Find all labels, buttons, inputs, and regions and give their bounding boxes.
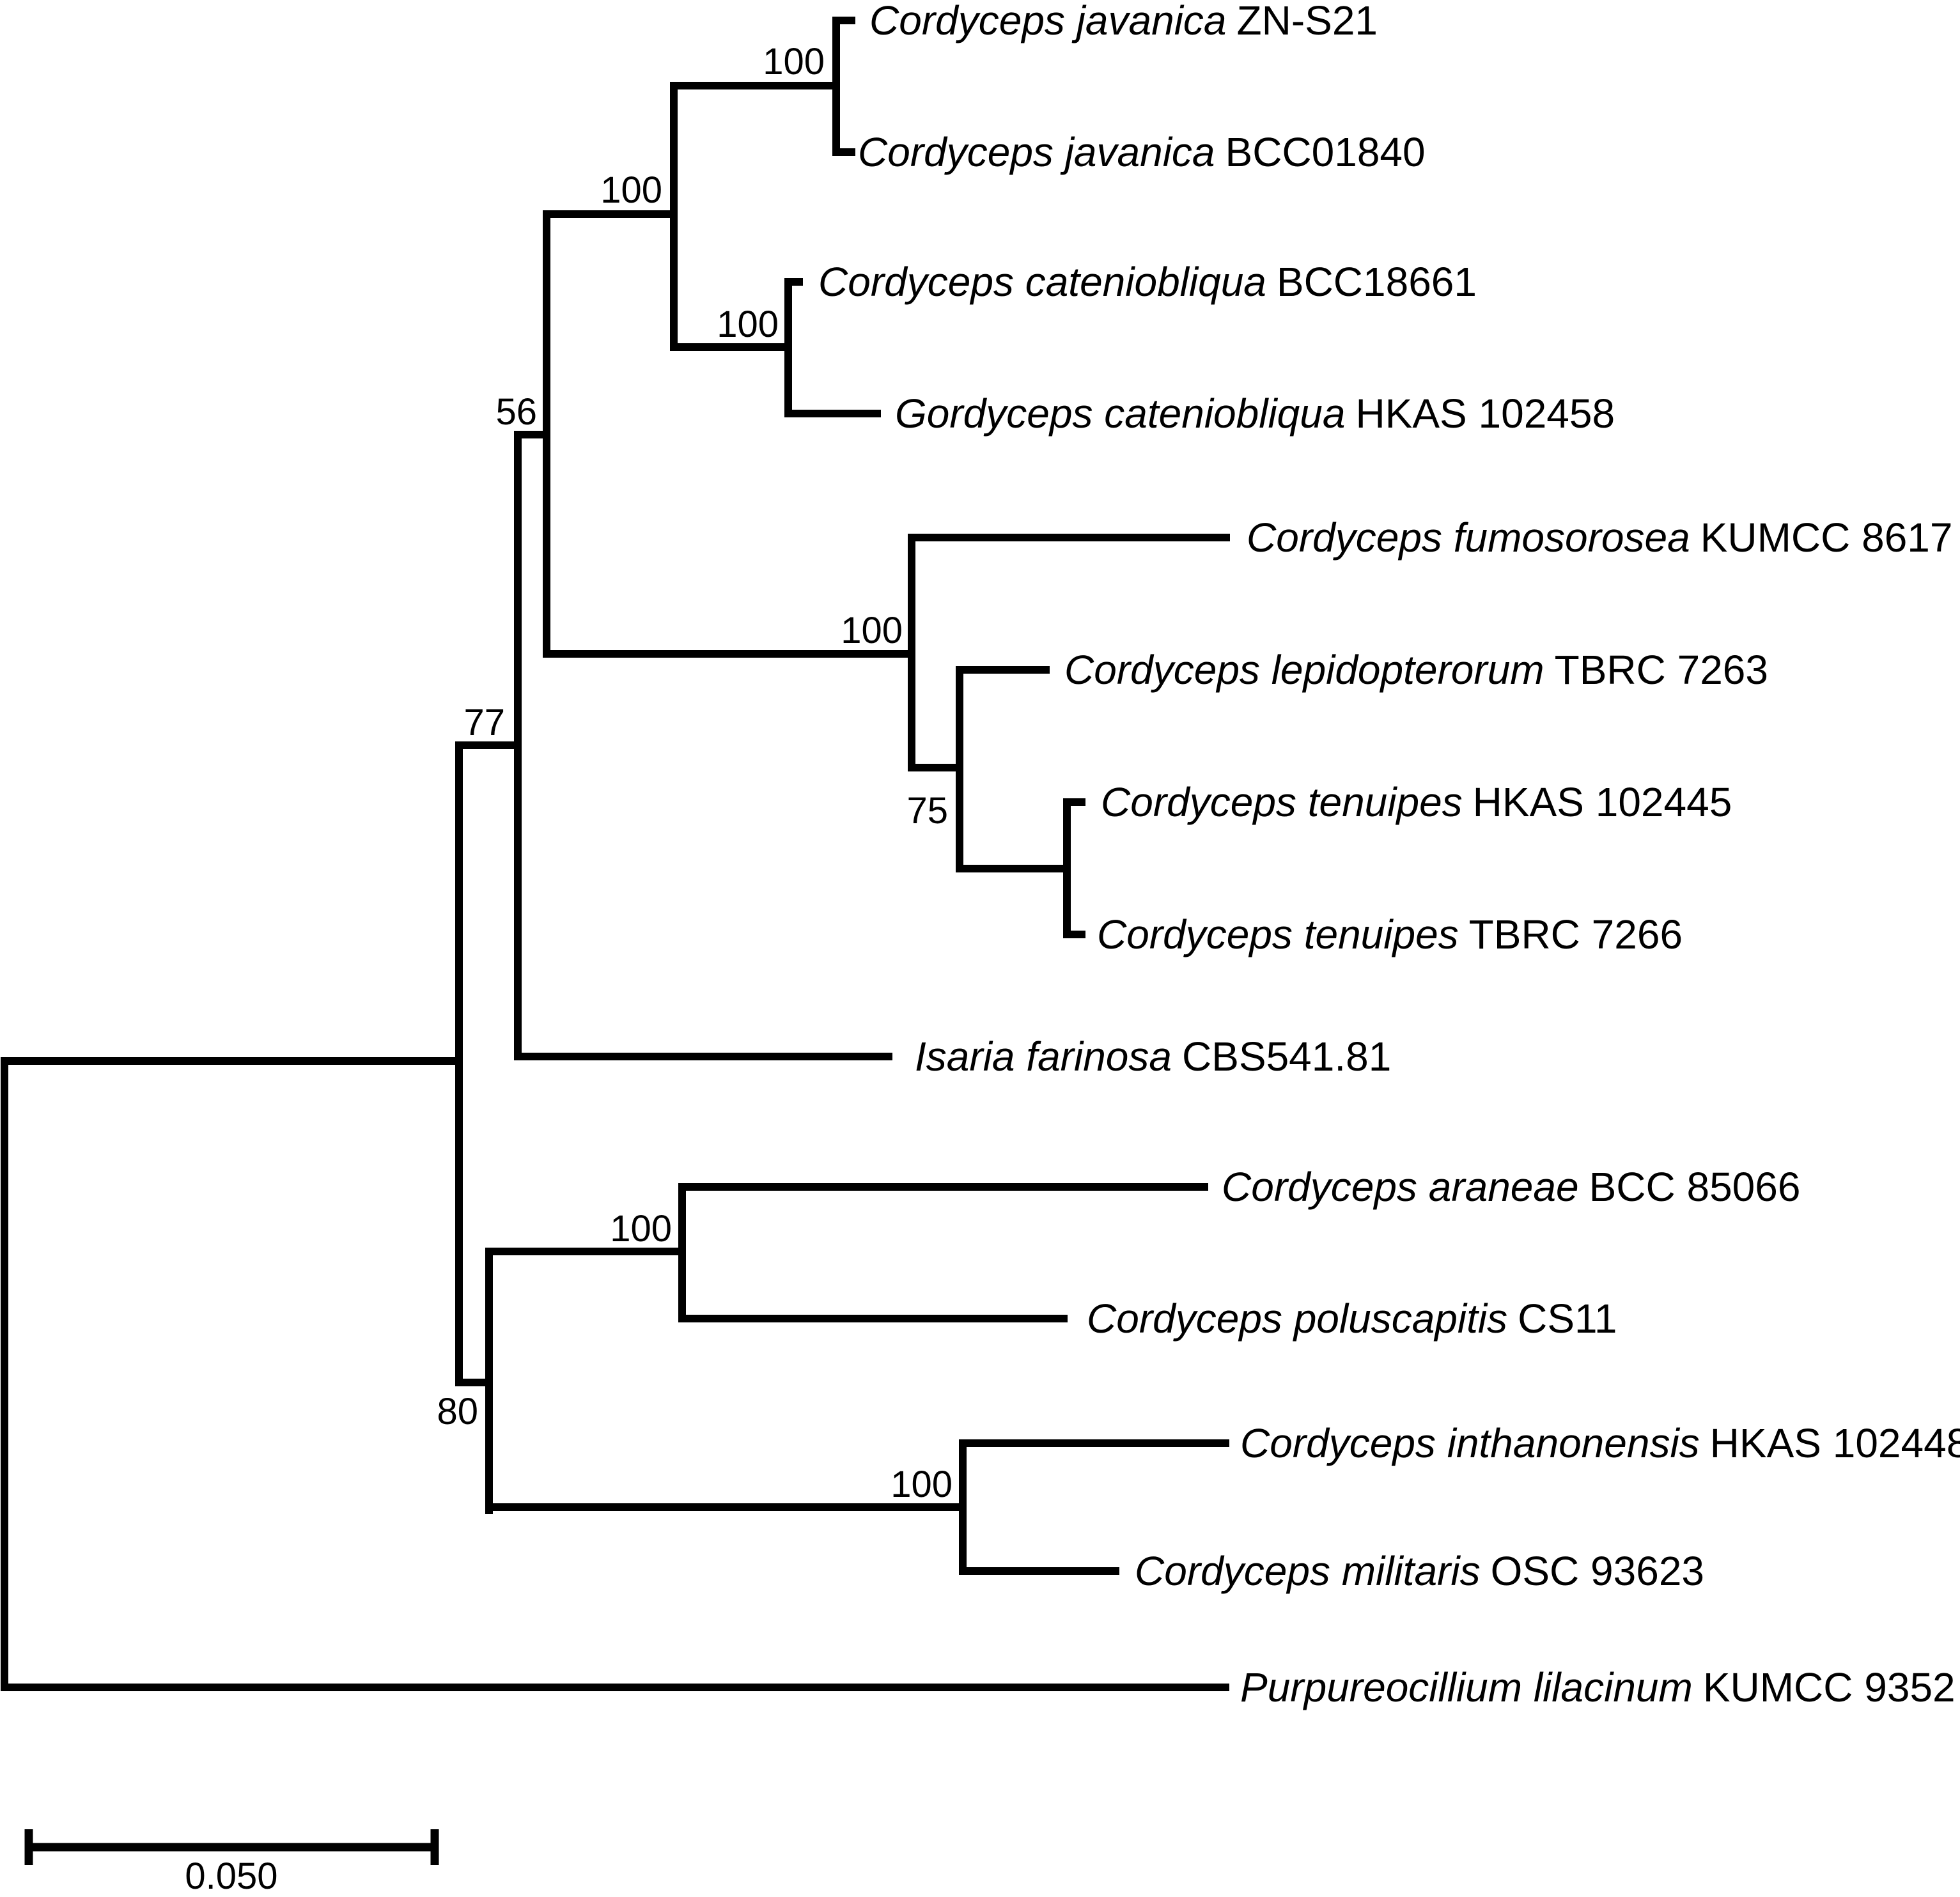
strain-code: ZN-S21 bbox=[1237, 0, 1378, 43]
species-name: Cordyceps tenuipes bbox=[1101, 779, 1463, 825]
tree-branches bbox=[1, 17, 1230, 1691]
bootstrap-value: 100 bbox=[841, 610, 903, 651]
strain-code: KUMCC 8617 bbox=[1700, 515, 1953, 561]
strain-code: BCC18661 bbox=[1277, 259, 1477, 305]
bootstrap-value: 100 bbox=[600, 169, 662, 211]
taxon-label: Cordyceps araneae BCC 85066 bbox=[1222, 1164, 1800, 1210]
bootstrap-value: 75 bbox=[906, 790, 948, 832]
bootstrap-value: 100 bbox=[717, 304, 779, 345]
species-name: Gordyceps cateniobliqua bbox=[895, 391, 1345, 437]
bootstrap-values: 100 100 100 56 100 77 75 80 100 100 bbox=[437, 41, 953, 1505]
species-name: Cordyceps javanica bbox=[858, 129, 1215, 175]
scale-bar-label: 0.050 bbox=[185, 1855, 277, 1897]
species-name: Cordyceps inthanonensis bbox=[1240, 1420, 1700, 1466]
bootstrap-value: 56 bbox=[495, 391, 537, 433]
scale-bar: 0.050 bbox=[24, 1829, 439, 1897]
taxon-label: Cordyceps javanica ZN-S21 bbox=[869, 0, 1378, 43]
taxon-label: Cordyceps poluscapitis CS11 bbox=[1087, 1296, 1617, 1342]
taxon-label: Gordyceps cateniobliqua HKAS 102458 bbox=[895, 391, 1615, 437]
taxon-label: Purpureocillium lilacinum KUMCC 9352 bbox=[1240, 1664, 1956, 1710]
species-name: Purpureocillium lilacinum bbox=[1240, 1664, 1693, 1710]
taxon-label: Cordyceps cateniobliqua BCC18661 bbox=[818, 259, 1477, 305]
strain-code: BCC01840 bbox=[1225, 129, 1426, 175]
taxon-label: Isaria farinosa CBS541.81 bbox=[915, 1034, 1391, 1080]
bootstrap-value: 100 bbox=[610, 1208, 672, 1250]
taxon-label: Cordyceps militaris OSC 93623 bbox=[1135, 1548, 1704, 1594]
species-name: Cordyceps tenuipes bbox=[1097, 911, 1459, 957]
species-name: Cordyceps cateniobliqua bbox=[818, 259, 1266, 305]
species-name: Cordyceps araneae bbox=[1222, 1164, 1579, 1210]
taxon-label: Cordyceps tenuipes TBRC 7266 bbox=[1097, 911, 1683, 957]
strain-code: OSC 93623 bbox=[1491, 1548, 1704, 1594]
strain-code: HKAS 102448 bbox=[1710, 1420, 1960, 1466]
strain-code: KUMCC 9352 bbox=[1703, 1664, 1956, 1710]
strain-code: BCC 85066 bbox=[1589, 1164, 1801, 1210]
taxon-label: Cordyceps tenuipes HKAS 102445 bbox=[1101, 779, 1732, 825]
species-name: Cordyceps javanica bbox=[869, 0, 1227, 43]
bootstrap-value: 80 bbox=[437, 1391, 478, 1432]
strain-code: HKAS 102445 bbox=[1473, 779, 1732, 825]
species-name: Cordyceps lepidopterorum bbox=[1064, 647, 1544, 693]
strain-code: TBRC 7263 bbox=[1555, 647, 1768, 693]
bootstrap-value: 100 bbox=[891, 1464, 953, 1505]
strain-code: CS11 bbox=[1518, 1296, 1617, 1342]
bootstrap-value: 100 bbox=[763, 41, 825, 82]
strain-code: CBS541.81 bbox=[1182, 1034, 1391, 1080]
strain-code: HKAS 102458 bbox=[1355, 391, 1615, 437]
bootstrap-value: 77 bbox=[463, 702, 505, 743]
species-name: Cordyceps militaris bbox=[1135, 1548, 1481, 1594]
species-name: Isaria farinosa bbox=[915, 1034, 1172, 1080]
species-name: Cordyceps poluscapitis bbox=[1087, 1296, 1507, 1342]
taxon-label: Cordyceps inthanonensis HKAS 102448 bbox=[1240, 1420, 1960, 1466]
taxon-label: Cordyceps lepidopterorum TBRC 7263 bbox=[1064, 647, 1768, 693]
taxon-label: Cordyceps fumosorosea KUMCC 8617 bbox=[1247, 515, 1952, 561]
taxon-label: Cordyceps javanica BCC01840 bbox=[858, 129, 1426, 175]
species-name: Cordyceps fumosorosea bbox=[1247, 515, 1690, 561]
strain-code: TBRC 7266 bbox=[1469, 911, 1683, 957]
